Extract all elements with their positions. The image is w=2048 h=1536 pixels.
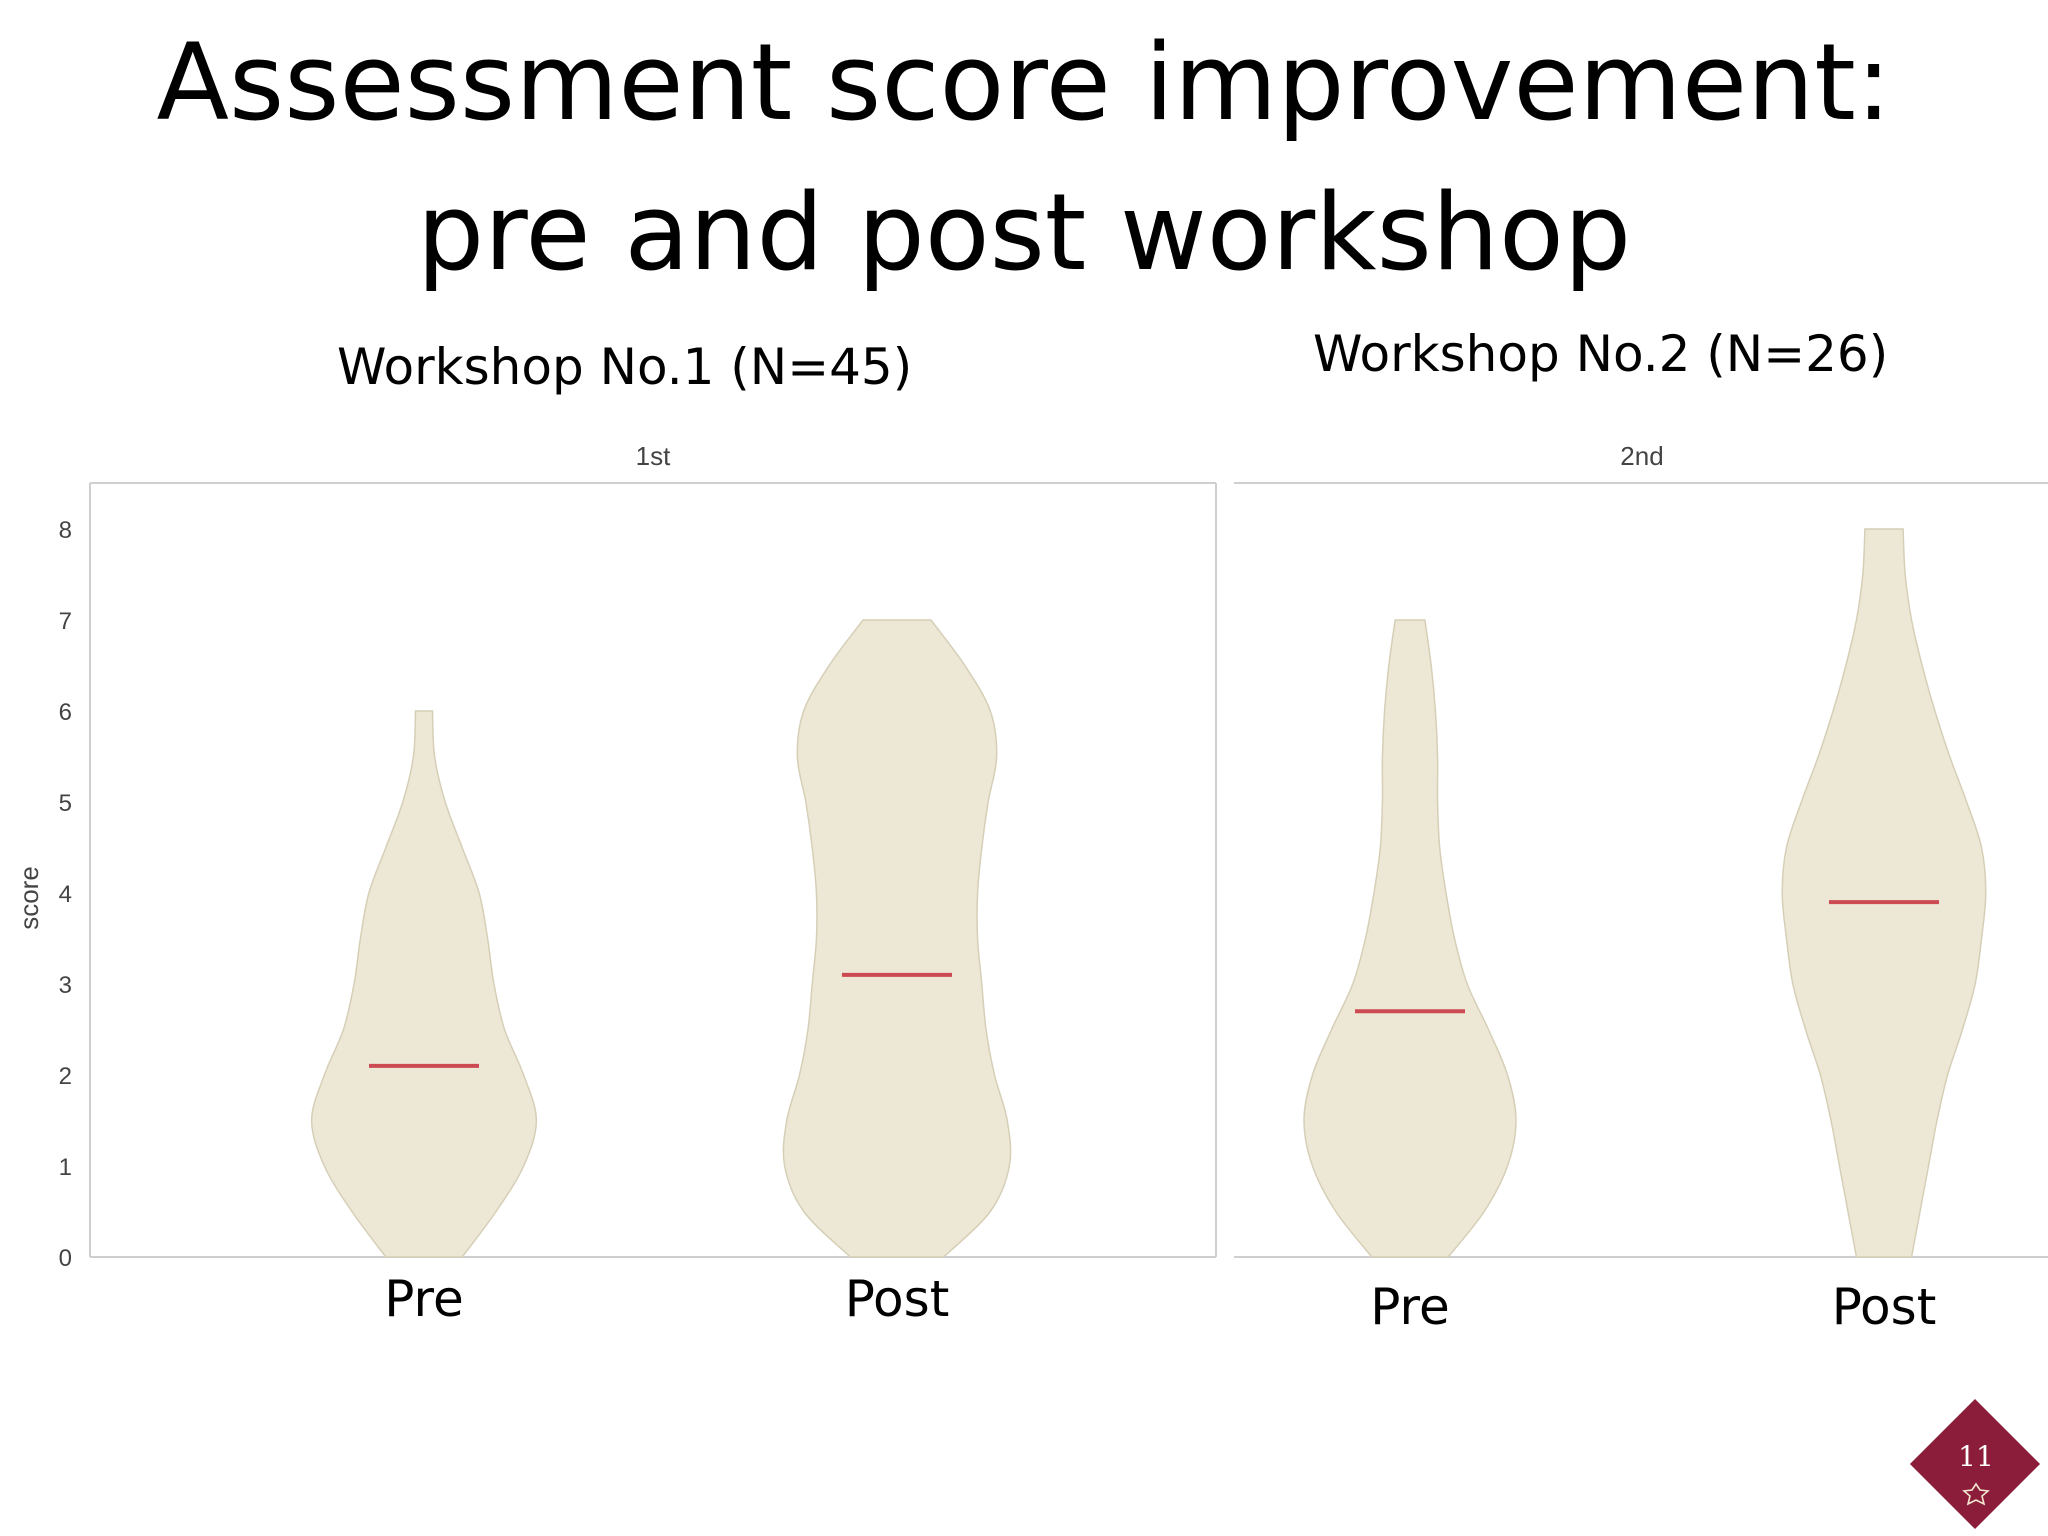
workshop-1-label: Workshop No.1 (N=45) bbox=[337, 338, 913, 396]
y-tick-label: 7 bbox=[59, 608, 72, 635]
slide-title-line1: Assessment score improvement: bbox=[156, 21, 1892, 144]
page-number: 11 bbox=[1958, 1440, 1994, 1473]
slide-title: Assessment score improvement: pre and po… bbox=[0, 8, 2048, 308]
category-label-post: Post bbox=[844, 1270, 950, 1328]
y-tick-label: 3 bbox=[59, 972, 72, 999]
y-tick-label: 8 bbox=[59, 517, 72, 544]
university-emblem-icon bbox=[1962, 1482, 1990, 1506]
y-axis-label: score bbox=[14, 866, 44, 930]
workshop-2-label: Workshop No.2 (N=26) bbox=[1313, 325, 1889, 383]
violin-2nd-post bbox=[1781, 528, 1987, 1258]
category-label-pre: Pre bbox=[384, 1270, 464, 1328]
y-tick-label: 6 bbox=[59, 699, 72, 726]
page-number-badge: 11 bbox=[1909, 1398, 2041, 1530]
y-tick-label: 4 bbox=[59, 881, 72, 908]
y-tick-label: 1 bbox=[59, 1154, 72, 1181]
y-tick-label: 5 bbox=[59, 790, 72, 817]
category-label-post: Post bbox=[1831, 1278, 1937, 1336]
slide-title-line2: pre and post workshop bbox=[416, 171, 1632, 294]
category-label-pre: Pre bbox=[1370, 1278, 1450, 1336]
y-tick-label: 2 bbox=[59, 1063, 72, 1090]
panel-2-title: 2nd bbox=[1620, 441, 1663, 471]
violin-1st-pre bbox=[310, 710, 538, 1258]
y-tick-label: 0 bbox=[59, 1245, 72, 1272]
panel-1-title: 1st bbox=[636, 441, 671, 471]
violin-2nd-pre bbox=[1303, 619, 1517, 1258]
violin-1st-post bbox=[782, 619, 1012, 1258]
